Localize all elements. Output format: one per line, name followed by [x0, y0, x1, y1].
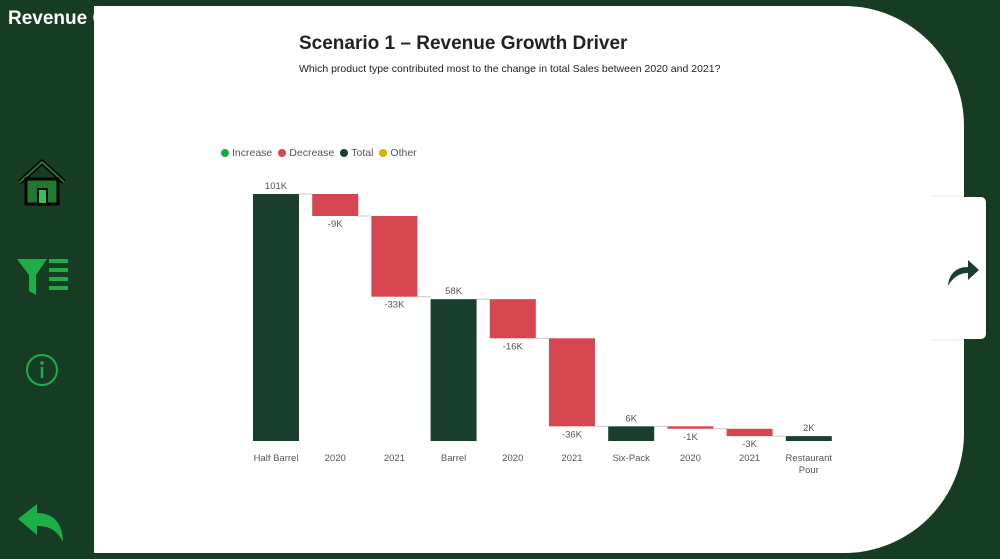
- legend-item-total: Total: [340, 147, 373, 159]
- category-label: 2020: [502, 453, 523, 464]
- data-label: 101K: [265, 181, 288, 192]
- waterfall-bar[interactable]: [430, 299, 477, 441]
- waterfall-bar[interactable]: [549, 338, 595, 427]
- page-title: Scenario 1 – Revenue Growth Driver: [299, 33, 628, 54]
- data-label: 58K: [445, 286, 463, 297]
- data-label: -36K: [562, 429, 583, 440]
- back-icon[interactable]: [15, 502, 67, 546]
- legend-item-increase: Increase: [221, 147, 272, 159]
- legend-item-other: Other: [379, 147, 417, 159]
- legend-label: Other: [390, 147, 417, 159]
- data-label: -16K: [503, 341, 524, 352]
- waterfall-bar[interactable]: [253, 194, 299, 441]
- legend-dot-icon: [221, 149, 229, 157]
- forward-arrow-icon[interactable]: [946, 259, 980, 287]
- category-label: 2021: [739, 453, 760, 464]
- category-label: 2021: [561, 453, 582, 464]
- data-label: 2K: [803, 423, 815, 434]
- legend-label: Decrease: [289, 147, 335, 159]
- data-label: -1K: [683, 432, 698, 443]
- content-panel: [94, 6, 964, 553]
- waterfall-bar[interactable]: [371, 216, 418, 297]
- chart-legend: Increase Decrease Total Other: [221, 147, 417, 159]
- waterfall-bar[interactable]: [726, 428, 773, 437]
- waterfall-bar[interactable]: [489, 299, 536, 339]
- waterfall-bar[interactable]: [667, 426, 714, 429]
- category-label: Pour: [799, 465, 819, 476]
- data-label: 6K: [625, 413, 637, 424]
- waterfall-bar[interactable]: [608, 426, 655, 441]
- info-icon[interactable]: [25, 353, 59, 387]
- category-label: Restaurant: [786, 453, 833, 464]
- category-label: Barrel: [441, 453, 466, 464]
- data-label: -33K: [384, 300, 405, 311]
- legend-label: Total: [351, 147, 374, 159]
- data-label: -3K: [742, 439, 757, 450]
- legend-dot-icon: [379, 149, 388, 157]
- category-label: 2020: [680, 453, 701, 464]
- data-label: -9K: [328, 219, 343, 230]
- legend-item-decrease: Decrease: [278, 147, 334, 159]
- category-label: Half Barrel: [254, 453, 299, 464]
- category-label: 2020: [325, 453, 346, 464]
- category-label: 2021: [384, 453, 405, 464]
- legend-dot-icon: [278, 149, 287, 157]
- home-icon[interactable]: [16, 158, 68, 208]
- legend-label: Increase: [232, 147, 273, 159]
- waterfall-bar[interactable]: [785, 436, 832, 441]
- filter-icon[interactable]: [16, 257, 70, 299]
- legend-dot-icon: [340, 149, 349, 157]
- category-label: Six-Pack: [612, 453, 650, 464]
- next-page-tab[interactable]: [930, 197, 986, 339]
- waterfall-bar[interactable]: [312, 194, 359, 217]
- page-subtitle: Which product type contributed most to t…: [299, 63, 721, 75]
